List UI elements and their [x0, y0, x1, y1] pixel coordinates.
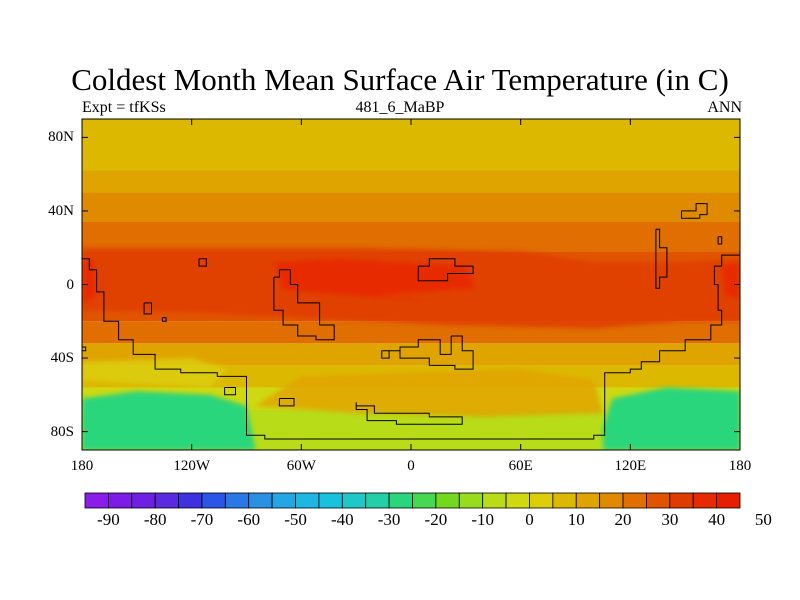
- legend-label: 20: [614, 510, 632, 529]
- coastline-11: [681, 203, 708, 219]
- coastline-8: [143, 302, 152, 315]
- legend-swatch: [178, 492, 203, 509]
- legend-swatch: [505, 492, 530, 509]
- coastline-9: [161, 317, 167, 322]
- season-label: ANN: [707, 99, 742, 116]
- legend-swatch: [318, 492, 343, 509]
- coastline-5: [224, 387, 236, 396]
- coastline-1: [273, 269, 335, 341]
- legend-label: -10: [471, 510, 494, 529]
- experiment-label: Expt = tfKSs: [82, 99, 166, 116]
- legend-swatch: [341, 492, 367, 509]
- lon-label: 180: [70, 458, 94, 474]
- legend-swatch: [388, 492, 413, 509]
- legend-label: -80: [143, 510, 167, 529]
- coastline-13: [717, 236, 723, 245]
- age-label: 481_6_MaBP: [355, 99, 445, 116]
- lon-label: 60W: [286, 458, 316, 474]
- field-band-1: [82, 170, 740, 193]
- legend-swatch: [529, 492, 554, 509]
- legend-swatch: [248, 492, 273, 509]
- lat-label: 40S: [50, 350, 74, 367]
- legend-swatch: [154, 492, 179, 509]
- lat-label: 80S: [50, 423, 74, 440]
- lat-label: 0: [66, 276, 75, 293]
- lon-label: 0: [407, 458, 415, 474]
- field-band-3: [82, 221, 740, 252]
- legend-label: 0: [525, 510, 534, 529]
- lon-label: 120E: [614, 458, 647, 474]
- coastline-3: [381, 335, 474, 370]
- legend-swatch: [271, 492, 296, 509]
- lon-label: 180: [728, 458, 752, 474]
- lat-label: 80N: [48, 129, 74, 146]
- legend-label: -30: [377, 510, 401, 529]
- map-title: Coldest Month Mean Surface Air Temperatu…: [71, 62, 729, 97]
- region-southwest-ocean: [82, 391, 256, 450]
- field-band-0: [82, 119, 740, 171]
- legend-label: 40: [708, 510, 726, 529]
- lon-label: 120W: [173, 458, 210, 474]
- legend-swatch: [435, 492, 460, 509]
- coastline-4: [355, 402, 463, 425]
- legend-swatch: [201, 492, 226, 509]
- legend-swatch: [482, 492, 507, 509]
- lon-label: 60E: [508, 458, 533, 474]
- field-band-6: [82, 343, 740, 366]
- coastline-12: [655, 228, 668, 289]
- legend-label: -20: [424, 510, 448, 529]
- field-lobe-1: [255, 369, 603, 417]
- field-lobe-2: [82, 358, 229, 388]
- legend-swatch: [599, 492, 624, 509]
- coastline-7: [82, 346, 87, 352]
- legend-swatch: [692, 492, 718, 509]
- field-band-2: [82, 192, 740, 222]
- region-top-east-edge-land: [721, 262, 740, 300]
- legend-swatch: [458, 492, 484, 509]
- legend-swatch: [646, 492, 671, 509]
- legend-label: -90: [97, 510, 120, 529]
- legend-label: -50: [284, 510, 307, 529]
- legend-label: 30: [661, 510, 679, 529]
- legend-swatch: [84, 492, 109, 509]
- legend-label: 50: [754, 510, 772, 529]
- legend-swatch: [131, 492, 156, 509]
- legend-swatch: [575, 492, 601, 509]
- legend-label: -60: [237, 510, 261, 529]
- legend-swatch: [716, 492, 741, 509]
- region-top-tropical-ocean-core: [273, 258, 475, 303]
- lat-label: 40N: [48, 202, 74, 219]
- legend-swatch: [669, 492, 694, 509]
- region-southeast-ocean: [602, 387, 740, 450]
- legend-swatch: [365, 492, 390, 509]
- legend-label: 10: [567, 510, 585, 529]
- legend-swatch: [295, 492, 320, 509]
- legend-swatch: [622, 492, 647, 509]
- legend-label: -40: [330, 510, 354, 529]
- coastline-10: [198, 258, 207, 267]
- coastline-2: [417, 258, 474, 282]
- coastline-0: [82, 254, 740, 440]
- legend-swatch: [412, 492, 437, 509]
- legend-swatch: [224, 492, 250, 509]
- coastline-6: [278, 398, 295, 407]
- legend-label: -70: [190, 510, 214, 529]
- legend-swatch: [107, 492, 133, 509]
- legend-swatch: [552, 492, 577, 509]
